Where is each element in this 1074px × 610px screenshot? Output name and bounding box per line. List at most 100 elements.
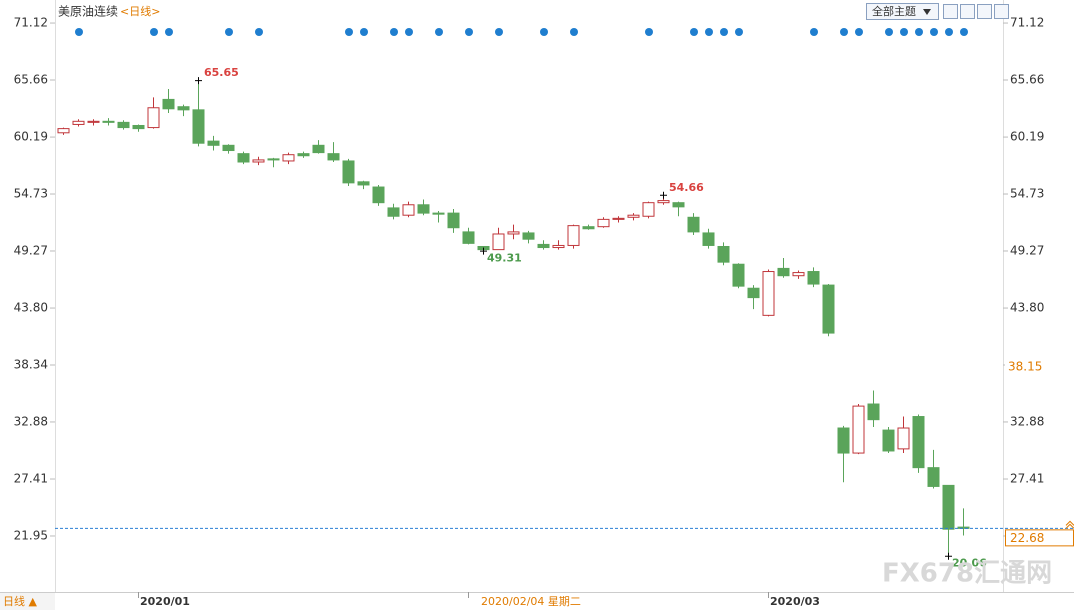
y2-tick-label: 71.12 xyxy=(1010,16,1044,30)
event-dot xyxy=(645,28,653,36)
event-dot xyxy=(690,28,698,36)
candle-body xyxy=(852,405,865,454)
candle-body xyxy=(732,263,745,287)
event-dot xyxy=(255,28,263,36)
candle-body xyxy=(672,202,685,208)
candle-body xyxy=(717,245,730,263)
theme-button-label: 全部主题 xyxy=(872,4,916,18)
tool-button[interactable] xyxy=(960,4,975,19)
candle-body xyxy=(777,267,790,277)
candle-body xyxy=(372,186,385,204)
candle-body xyxy=(792,272,805,277)
candle-body xyxy=(807,271,820,285)
y2-tick-label: 54.73 xyxy=(1010,187,1044,201)
candle-body xyxy=(702,232,715,246)
event-dot xyxy=(840,28,848,36)
candle-body xyxy=(762,271,775,316)
low-label: 20.06 xyxy=(952,557,987,570)
candle-body xyxy=(822,284,835,334)
event-dot xyxy=(720,28,728,36)
event-dot xyxy=(885,28,893,36)
tool-button[interactable] xyxy=(977,4,992,19)
high-marker xyxy=(660,191,667,199)
candle-body xyxy=(327,153,340,161)
candle-body xyxy=(957,526,970,529)
candle-body xyxy=(72,120,85,125)
event-dot xyxy=(225,28,233,36)
x-tick-label: 2020/03 xyxy=(770,595,820,608)
low-marker xyxy=(945,552,952,560)
candle-body xyxy=(57,128,70,134)
cursor-value: 38.15 xyxy=(1008,359,1042,373)
candle-body xyxy=(102,120,115,123)
candle-body xyxy=(912,416,925,469)
candle-body xyxy=(447,212,460,229)
candle-body xyxy=(657,200,670,204)
tool-button[interactable] xyxy=(994,4,1009,19)
theme-button[interactable] xyxy=(866,3,939,20)
candle-body xyxy=(162,98,175,110)
event-dot xyxy=(915,28,923,36)
candle-body xyxy=(267,158,280,161)
candle-body xyxy=(927,467,940,487)
candle-body xyxy=(147,107,160,129)
y-tick-label: 49.27 xyxy=(14,243,48,257)
event-dot xyxy=(945,28,953,36)
candle-body xyxy=(132,124,145,130)
event-dot xyxy=(150,28,158,36)
candle-body xyxy=(312,144,325,154)
candle-body xyxy=(837,427,850,454)
candle-body xyxy=(747,287,760,299)
candle-body xyxy=(942,484,955,530)
candle-body xyxy=(897,427,910,450)
y2-tick-label: 49.27 xyxy=(1010,243,1044,257)
event-dot xyxy=(960,28,968,36)
y2-tick-label: 32.88 xyxy=(1010,414,1044,428)
candle-body xyxy=(357,181,370,186)
candle-body xyxy=(342,160,355,184)
event-dot xyxy=(360,28,368,36)
event-dot xyxy=(705,28,713,36)
high-label: 54.66 xyxy=(669,181,704,194)
last-price-arrow xyxy=(1065,520,1074,529)
candle-body xyxy=(117,121,130,129)
candle-body xyxy=(402,204,415,216)
y-tick-label: 54.73 xyxy=(14,187,48,201)
event-dot xyxy=(855,28,863,36)
y-tick-label: 65.66 xyxy=(14,73,48,87)
watermark: FX678汇通网 xyxy=(882,559,1052,589)
event-dot xyxy=(900,28,908,36)
candle-body xyxy=(552,244,565,249)
candle-body xyxy=(87,120,100,123)
y-tick-label: 38.34 xyxy=(14,358,48,372)
candle-body xyxy=(387,207,400,217)
candle-body xyxy=(597,218,610,228)
x-cursor-label: 2020/02/04 星期二 xyxy=(481,595,581,608)
candle-body xyxy=(537,243,550,249)
low-marker xyxy=(480,247,487,255)
y-tick-label: 71.12 xyxy=(14,16,48,30)
y-tick-label: 43.80 xyxy=(14,301,48,315)
event-dot xyxy=(810,28,818,36)
candle-body xyxy=(507,231,520,235)
candle-body xyxy=(687,216,700,233)
event-dot xyxy=(345,28,353,36)
cursor-value-box xyxy=(1005,358,1074,375)
y-tick-label: 21.95 xyxy=(14,528,48,542)
bottom-label: 日线 ▲ xyxy=(3,594,37,608)
y-tick-label: 27.41 xyxy=(14,472,48,486)
y2-tick-label: 43.80 xyxy=(1010,301,1044,315)
candle-body xyxy=(177,106,190,111)
tool-button[interactable] xyxy=(943,4,958,19)
event-dot xyxy=(540,28,548,36)
y2-tick-label: 65.66 xyxy=(1010,73,1044,87)
candle-body xyxy=(627,214,640,218)
event-dot xyxy=(495,28,503,36)
y-tick-label: 60.19 xyxy=(14,130,48,144)
toolbar xyxy=(943,4,1009,19)
cursor-label-box xyxy=(478,594,590,610)
bottom-tab[interactable] xyxy=(0,593,55,610)
y-tick-label: 32.88 xyxy=(14,414,48,428)
candle-body xyxy=(417,204,430,214)
